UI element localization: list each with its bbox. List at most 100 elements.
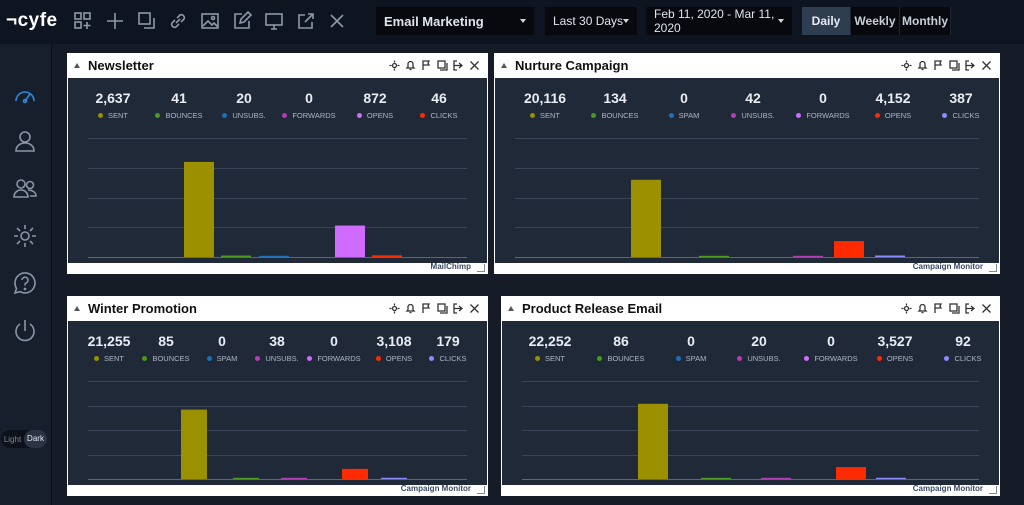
image-icon[interactable] <box>199 10 221 32</box>
dashboard-select[interactable]: Email Marketing <box>376 7 534 35</box>
power-icon[interactable] <box>10 316 40 346</box>
bar-clicks[interactable] <box>381 477 407 479</box>
plus-icon[interactable] <box>104 10 126 32</box>
flag-icon[interactable] <box>420 302 433 315</box>
bar-sent[interactable] <box>631 179 661 257</box>
widget-source[interactable]: Campaign Monitor <box>912 484 983 493</box>
resize-handle-icon[interactable] <box>989 264 997 272</box>
resize-handle-icon[interactable] <box>989 486 997 494</box>
widget: Newsletter 2,637 SENT 41 BOUNCES 20 UNSUBS. 0 FO… <box>67 53 488 274</box>
bar-sent[interactable] <box>638 403 668 479</box>
bar-opens[interactable] <box>834 241 864 257</box>
bar-bounces[interactable] <box>233 477 259 479</box>
resize-handle-icon[interactable] <box>477 486 485 494</box>
stat-label: SPAM <box>649 111 719 120</box>
bar-clicks[interactable] <box>876 477 906 479</box>
stat-opens: 872 OPENS <box>340 90 410 120</box>
theme-toggle[interactable]: Light Dark <box>1 430 47 448</box>
bar-bounces[interactable] <box>221 255 251 257</box>
users-icon[interactable] <box>10 173 40 203</box>
legend-dot <box>93 355 99 361</box>
close-icon[interactable] <box>980 302 993 315</box>
date-picker-value: Feb 11, 2020 - Mar 11, 2020 <box>654 7 775 35</box>
collapse-icon[interactable] <box>508 306 514 311</box>
flag-icon[interactable] <box>420 59 433 72</box>
bar-clicks[interactable] <box>875 255 905 257</box>
period-monthly-button[interactable]: Monthly <box>900 7 951 35</box>
stat-value: 85 <box>158 333 174 349</box>
bell-icon[interactable] <box>404 59 417 72</box>
chevron-down-icon <box>623 19 629 23</box>
settings-icon[interactable] <box>388 302 401 315</box>
copy-icon[interactable] <box>136 10 158 32</box>
close-icon[interactable] <box>468 59 481 72</box>
bar-sent[interactable] <box>184 161 214 257</box>
bar-opens[interactable] <box>836 467 866 479</box>
bar-bounces[interactable] <box>701 477 731 479</box>
stat-value: 0 <box>305 90 313 106</box>
settings-icon[interactable] <box>388 59 401 72</box>
bar-unsubs[interactable] <box>761 477 791 479</box>
add-widget-icon[interactable] <box>72 10 94 32</box>
stat-label-text: SPAM <box>685 354 707 363</box>
date-picker[interactable]: Feb 11, 2020 - Mar 11, 2020 <box>646 7 792 35</box>
duplicate-icon[interactable] <box>948 302 961 315</box>
resize-handle-icon[interactable] <box>477 264 485 272</box>
widget-title: Winter Promotion <box>88 301 197 316</box>
duplicate-icon[interactable] <box>948 59 961 72</box>
bell-icon[interactable] <box>916 302 929 315</box>
dashboard-icon[interactable] <box>10 81 40 111</box>
cyfe-logo[interactable]: ¬cyfe <box>6 10 58 31</box>
date-range-select[interactable]: Last 30 Days <box>545 7 637 35</box>
export-icon[interactable] <box>452 59 465 72</box>
widget-source[interactable]: Campaign Monitor <box>400 484 471 493</box>
legend-dot <box>155 112 161 118</box>
bar-sent[interactable] <box>181 409 207 479</box>
period-weekly-button[interactable]: Weekly <box>851 7 900 35</box>
widget-header: Newsletter <box>68 54 487 78</box>
bar-unsubs[interactable] <box>259 255 289 257</box>
duplicate-icon[interactable] <box>436 302 449 315</box>
collapse-icon[interactable] <box>501 63 507 68</box>
stat-label-text: SPAM <box>678 111 700 120</box>
collapse-icon[interactable] <box>74 306 80 311</box>
user-icon[interactable] <box>10 126 40 156</box>
bar-unsubs[interactable] <box>281 477 307 479</box>
stat-forwards: 0 FORWARDS <box>299 333 369 363</box>
bar-clicks[interactable] <box>372 255 402 257</box>
monitor-icon[interactable] <box>263 10 285 32</box>
close-icon[interactable] <box>980 59 993 72</box>
bell-icon[interactable] <box>916 59 929 72</box>
help-icon[interactable] <box>10 268 40 298</box>
stat-label: UNSUBS. <box>242 354 312 363</box>
bar-opens[interactable] <box>335 225 365 257</box>
close-icon[interactable] <box>326 10 348 32</box>
link-icon[interactable] <box>167 10 189 32</box>
widget-tools <box>900 302 993 315</box>
stat-label-text: SPAM <box>216 354 238 363</box>
flag-icon[interactable] <box>932 302 945 315</box>
stat-opens: 3,527 OPENS <box>860 333 930 363</box>
export-icon[interactable] <box>964 59 977 72</box>
legend-dot <box>796 112 802 118</box>
stat-value: 872 <box>363 90 387 106</box>
flag-icon[interactable] <box>932 59 945 72</box>
bell-icon[interactable] <box>404 302 417 315</box>
share-icon[interactable] <box>295 10 317 32</box>
edit-icon[interactable] <box>231 10 253 32</box>
collapse-icon[interactable] <box>74 63 80 68</box>
settings-icon[interactable] <box>900 302 913 315</box>
close-icon[interactable] <box>468 302 481 315</box>
period-daily-button[interactable]: Daily <box>802 7 851 35</box>
bar-opens[interactable] <box>342 468 368 479</box>
export-icon[interactable] <box>452 302 465 315</box>
duplicate-icon[interactable] <box>436 59 449 72</box>
bar-bounces[interactable] <box>699 255 729 257</box>
settings-icon[interactable] <box>900 59 913 72</box>
widget-source[interactable]: MailChimp <box>430 262 471 271</box>
bar-unsubs[interactable] <box>793 255 823 257</box>
widget-source[interactable]: Campaign Monitor <box>912 262 983 271</box>
settings-icon[interactable] <box>10 221 40 251</box>
stat-label: CLICKS <box>928 354 998 363</box>
export-icon[interactable] <box>964 302 977 315</box>
